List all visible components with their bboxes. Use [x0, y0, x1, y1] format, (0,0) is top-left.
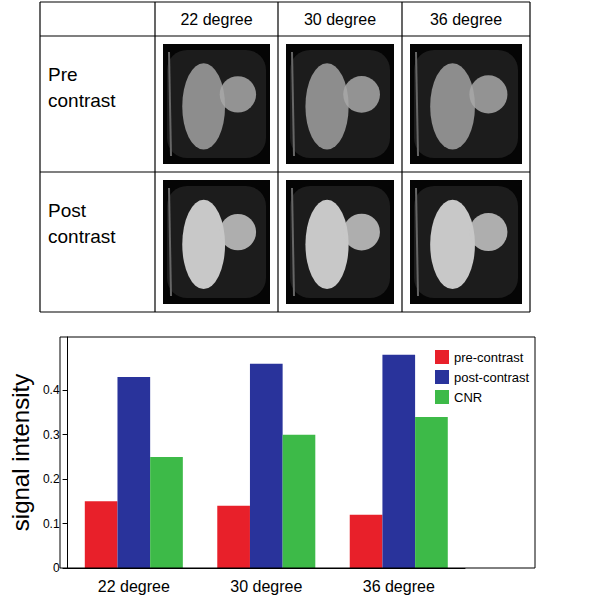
svg-text:0.3: 0.3	[43, 428, 60, 442]
svg-text:30 degree: 30 degree	[230, 578, 302, 595]
svg-text:CNR: CNR	[454, 390, 482, 405]
svg-text:Pre: Pre	[48, 64, 78, 85]
svg-text:0: 0	[53, 561, 60, 575]
svg-text:22 degree: 22 degree	[180, 11, 252, 28]
svg-text:signal intensity: signal intensity	[7, 374, 34, 531]
svg-text:22 degree: 22 degree	[98, 578, 170, 595]
svg-text:pre-contrast: pre-contrast	[454, 350, 524, 365]
svg-text:Post: Post	[48, 200, 87, 221]
svg-text:30 degree: 30 degree	[304, 11, 376, 28]
svg-text:contrast: contrast	[48, 226, 116, 247]
svg-text:36 degree: 36 degree	[430, 11, 502, 28]
svg-text:0.2: 0.2	[43, 472, 60, 486]
svg-text:0.1: 0.1	[43, 517, 60, 531]
svg-text:36 degree: 36 degree	[363, 578, 435, 595]
svg-text:post-contrast: post-contrast	[454, 370, 530, 385]
svg-text:0.4: 0.4	[43, 383, 60, 397]
svg-text:contrast: contrast	[48, 90, 116, 111]
